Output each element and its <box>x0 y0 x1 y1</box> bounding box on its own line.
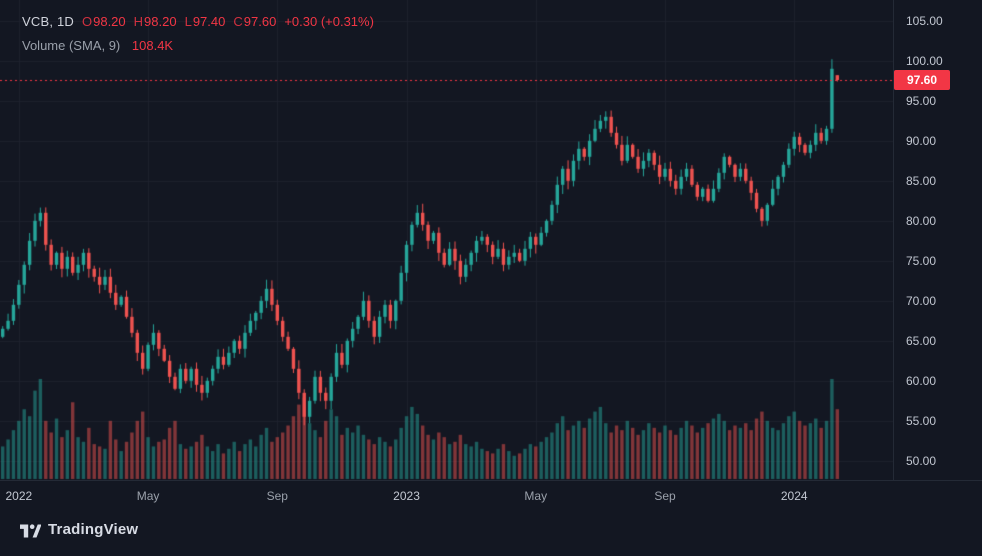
ohlc-high-label: H <box>133 14 144 29</box>
time-tick-label: May <box>524 489 548 503</box>
time-tick-label: Sep <box>654 489 676 503</box>
price-tick-label: 90.00 <box>906 133 937 148</box>
price-tick-label: 55.00 <box>906 413 937 428</box>
tradingview-logo-icon <box>20 523 41 537</box>
symbol-title[interactable]: VCB, 1D <box>22 14 74 29</box>
tradingview-wordmark: TradingView <box>48 521 139 538</box>
footer: TradingView <box>0 512 982 556</box>
time-tick-label: May <box>136 489 160 503</box>
ohlc-open-label: O <box>81 14 93 29</box>
volume-sma-value: 108.4K <box>131 38 174 53</box>
last-price-badge: 97.60 <box>894 70 950 90</box>
price-tick-label: 75.00 <box>906 253 937 268</box>
time-tick-label: 2023 <box>393 489 420 503</box>
price-tick-label: 95.00 <box>906 93 937 108</box>
symbol-legend-row[interactable]: VCB, 1D O 98.20 H 98.20 L 97.40 C 97.60 +0.3… <box>22 14 374 29</box>
price-axis[interactable]: 97.60 105.00 100.00 95.00 90.00 85.00 80.00 75… <box>893 0 982 480</box>
ohlc-low-value: 97.40 <box>192 14 226 29</box>
chart-plot-area: VCB, 1D O 98.20 H 98.20 L 97.40 C 97.60 +0.3… <box>0 0 893 480</box>
price-change-value: +0.30 (+0.31%) <box>284 14 374 29</box>
chart-legend: VCB, 1D O 98.20 H 98.20 L 97.40 C 97.60 +0.3… <box>22 14 374 53</box>
volume-legend-row[interactable]: Volume (SMA, 9) 108.4K <box>22 38 374 53</box>
ohlc-close-value: 97.60 <box>243 14 277 29</box>
ohlc-open-value: 98.20 <box>93 14 126 29</box>
ohlc-close-label: C <box>233 14 243 29</box>
time-axis[interactable]: 2022 May Sep 2023 May Sep 2024 <box>0 480 982 512</box>
price-tick-label: 80.00 <box>906 213 937 228</box>
candlestick-chart-canvas[interactable] <box>0 0 893 480</box>
price-tick-label: 65.00 <box>906 333 937 348</box>
price-tick-label: 100.00 <box>906 53 943 68</box>
time-tick-label: 2022 <box>5 489 33 503</box>
price-tick-label: 85.00 <box>906 173 937 188</box>
ohlc-low-label: L <box>184 14 192 29</box>
volume-indicator-label[interactable]: Volume (SMA, 9) <box>22 38 121 53</box>
price-tick-label: 60.00 <box>906 373 937 388</box>
time-tick-label: 2024 <box>780 489 808 503</box>
ohlc-high-value: 98.20 <box>144 14 177 29</box>
price-tick-label: 70.00 <box>906 293 937 308</box>
time-tick-label: Sep <box>266 489 288 503</box>
tradingview-brand[interactable]: TradingView <box>20 521 138 538</box>
price-tick-label: 105.00 <box>906 13 943 28</box>
price-tick-label: 50.00 <box>906 453 937 468</box>
